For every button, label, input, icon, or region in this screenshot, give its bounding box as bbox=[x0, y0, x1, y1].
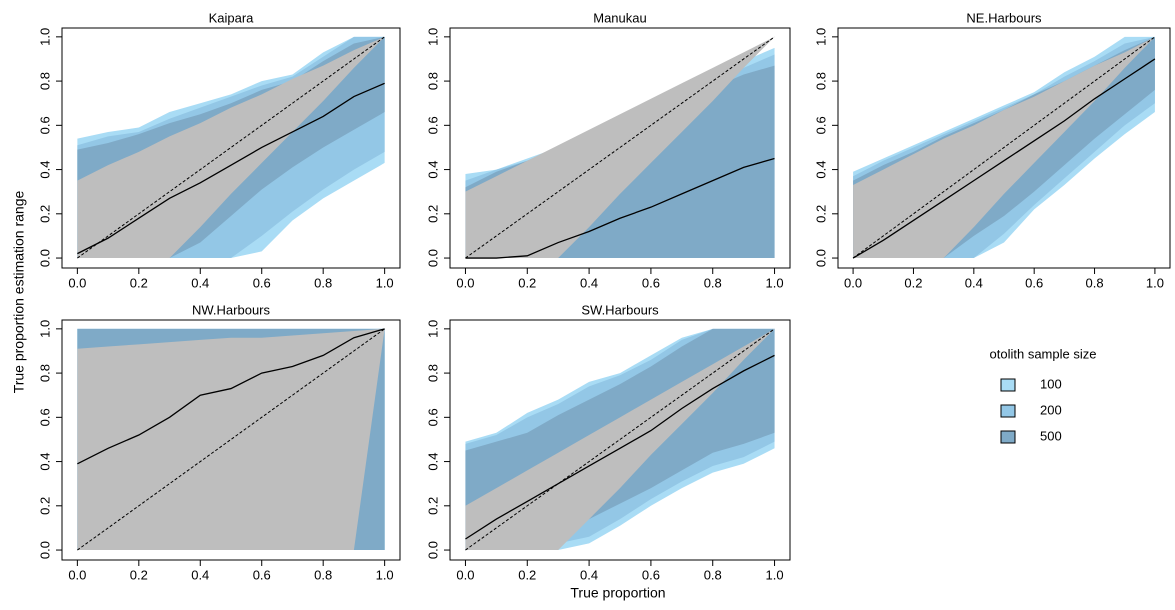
one-to-one-line bbox=[852, 36, 1156, 259]
x-tick-label: 0.6 bbox=[642, 567, 660, 582]
y-tick-label: 1.0 bbox=[813, 28, 828, 46]
x-tick-label: 0.6 bbox=[642, 275, 660, 290]
y-tick-label: 0.2 bbox=[813, 205, 828, 223]
x-tick-label: 0.4 bbox=[580, 275, 598, 290]
one-to-one-line bbox=[465, 36, 775, 259]
plot-area bbox=[77, 328, 385, 551]
x-tick-label: 0.0 bbox=[68, 567, 86, 582]
y-tick-label: 1.0 bbox=[425, 320, 440, 338]
x-tick-label: 1.0 bbox=[766, 275, 784, 290]
x-tick-label: 0.4 bbox=[191, 567, 209, 582]
x-tick-label: 0.0 bbox=[844, 275, 862, 290]
y-tick-label: 0.2 bbox=[425, 497, 440, 515]
mean-line bbox=[852, 58, 1156, 259]
plot-area bbox=[465, 328, 775, 551]
y-tick-label: 0.8 bbox=[425, 364, 440, 382]
range-band bbox=[77, 36, 385, 259]
x-tick-label: 0.8 bbox=[704, 567, 722, 582]
mean-line bbox=[465, 157, 775, 259]
one-to-one-line bbox=[77, 36, 385, 259]
y-tick-label: 0.2 bbox=[37, 497, 52, 515]
y-tick-label: 0.0 bbox=[813, 249, 828, 267]
legend-swatch bbox=[1000, 404, 1016, 418]
y-tick-label: 0.6 bbox=[37, 408, 52, 426]
y-tick-label: 0.4 bbox=[37, 453, 52, 471]
plot-area bbox=[852, 36, 1156, 259]
y-tick-label: 0.6 bbox=[813, 116, 828, 134]
panel-title: NE.Harbours bbox=[966, 10, 1042, 25]
panel-title: SW.Harbours bbox=[581, 302, 659, 317]
legend-label: 500 bbox=[1040, 428, 1062, 443]
y-tick-label: 0.2 bbox=[37, 205, 52, 223]
y-tick-label: 0.0 bbox=[37, 541, 52, 559]
y-tick-label: 0.8 bbox=[813, 72, 828, 90]
y-tick-label: 0.6 bbox=[37, 116, 52, 134]
y-tick-label: 0.6 bbox=[425, 116, 440, 134]
x-tick-label: 0.2 bbox=[904, 275, 922, 290]
plot-frame bbox=[837, 27, 1171, 269]
x-tick-label: 0.4 bbox=[965, 275, 983, 290]
legend-swatch bbox=[1000, 430, 1016, 444]
plot-area bbox=[465, 36, 775, 259]
x-tick-label: 1.0 bbox=[1146, 275, 1164, 290]
y-axis-label: True proportion estimation range bbox=[11, 190, 27, 393]
y-tick-label: 0.4 bbox=[425, 453, 440, 471]
x-tick-label: 0.6 bbox=[253, 567, 271, 582]
y-tick-label: 0.4 bbox=[37, 161, 52, 179]
plot-frame bbox=[449, 27, 791, 269]
x-tick-label: 0.0 bbox=[68, 275, 86, 290]
range-band bbox=[77, 328, 385, 551]
x-tick-label: 0.2 bbox=[130, 567, 148, 582]
x-tick-label: 1.0 bbox=[766, 567, 784, 582]
x-tick-label: 1.0 bbox=[376, 275, 394, 290]
y-tick-label: 0.0 bbox=[425, 249, 440, 267]
plot-area bbox=[77, 36, 385, 259]
x-tick-label: 0.4 bbox=[191, 275, 209, 290]
y-tick-label: 0.8 bbox=[37, 72, 52, 90]
mean-line bbox=[465, 354, 775, 540]
y-tick-label: 1.0 bbox=[37, 320, 52, 338]
legend-label: 200 bbox=[1040, 402, 1062, 417]
y-tick-label: 1.0 bbox=[37, 28, 52, 46]
x-tick-label: 0.8 bbox=[314, 275, 332, 290]
panel-title: Kaipara bbox=[209, 10, 255, 25]
mean-line bbox=[77, 328, 385, 465]
x-tick-label: 0.2 bbox=[518, 567, 536, 582]
y-tick-label: 0.4 bbox=[425, 161, 440, 179]
y-tick-label: 0.8 bbox=[37, 364, 52, 382]
y-tick-label: 0.8 bbox=[425, 72, 440, 90]
y-tick-label: 0.4 bbox=[813, 161, 828, 179]
x-axis-label: True proportion bbox=[570, 585, 665, 601]
one-to-one-line bbox=[465, 328, 775, 551]
x-tick-label: 0.8 bbox=[704, 275, 722, 290]
panel-title: NW.Harbours bbox=[192, 302, 271, 317]
x-tick-label: 0.2 bbox=[130, 275, 148, 290]
y-tick-label: 0.0 bbox=[37, 249, 52, 267]
x-tick-label: 0.8 bbox=[314, 567, 332, 582]
x-tick-label: 1.0 bbox=[376, 567, 394, 582]
x-tick-label: 0.0 bbox=[456, 275, 474, 290]
y-tick-label: 0.0 bbox=[425, 541, 440, 559]
x-tick-label: 0.8 bbox=[1086, 275, 1104, 290]
plot-frame bbox=[61, 27, 401, 269]
one-to-one-line bbox=[77, 328, 385, 551]
x-tick-label: 0.6 bbox=[1025, 275, 1043, 290]
legend-title: otolith sample size bbox=[990, 346, 1097, 361]
y-tick-label: 0.6 bbox=[425, 408, 440, 426]
mean-line bbox=[77, 82, 385, 255]
y-tick-label: 0.2 bbox=[425, 205, 440, 223]
panel-title: Manukau bbox=[593, 10, 646, 25]
legend-swatch bbox=[1000, 378, 1016, 392]
x-tick-label: 0.4 bbox=[580, 567, 598, 582]
plot-frame bbox=[61, 319, 401, 561]
x-tick-label: 0.0 bbox=[456, 567, 474, 582]
plot-frame bbox=[449, 319, 791, 561]
x-tick-label: 0.6 bbox=[253, 275, 271, 290]
y-tick-label: 1.0 bbox=[425, 28, 440, 46]
x-tick-label: 0.2 bbox=[518, 275, 536, 290]
legend-label: 100 bbox=[1040, 376, 1062, 391]
